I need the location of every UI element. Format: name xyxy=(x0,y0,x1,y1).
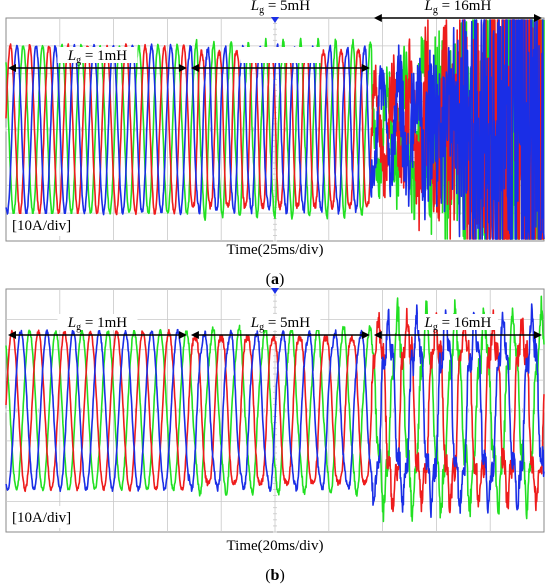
caption-a: (a) xyxy=(266,271,285,288)
segment-arrow-right-head xyxy=(178,331,187,339)
waveform-phase-b xyxy=(5,303,545,518)
segment-arrow-right-head xyxy=(178,64,187,72)
segment-arrow-left-head xyxy=(373,14,382,22)
plot-a-trigger-marker xyxy=(271,17,279,23)
scale-label-a: [10A/div] xyxy=(12,218,71,234)
waveform-phase-a xyxy=(5,307,545,514)
segment-arrow-right-head xyxy=(361,331,370,339)
segment-arrow-right-head xyxy=(534,331,542,339)
time-label-a: Time(25ms/div) xyxy=(227,242,324,258)
segment-label-background xyxy=(417,314,498,330)
scale-label-box-b xyxy=(8,506,80,528)
segment-label: Lg = 5mH xyxy=(250,0,310,16)
panel-a: Lg = 1mH Lg = 5mH Lg = 16mH [10A/div] Time… xyxy=(5,0,545,288)
segment-label: Lg = 16mH xyxy=(424,0,492,16)
scale-label-b: [10A/div] xyxy=(12,510,71,526)
trigger-marker xyxy=(271,17,279,23)
segment-label-background xyxy=(57,314,138,330)
segment-arrow-left-head xyxy=(190,331,199,339)
scale-label-box-a xyxy=(8,214,80,236)
segment-arrow-left-head xyxy=(8,64,16,72)
trigger-marker xyxy=(271,288,279,294)
segment-label: Lg = 5mH xyxy=(250,315,310,333)
plot-a-segment-arrows: Lg = 1mH Lg = 5mH Lg = 16mH xyxy=(8,0,542,72)
segment-arrow-left-head xyxy=(8,331,16,339)
segment-arrow-right-head xyxy=(534,14,542,22)
plot-b-trigger-marker xyxy=(271,288,279,294)
caption-b: (b) xyxy=(265,567,285,584)
segment-arrow-left-head xyxy=(373,331,382,339)
panel-b: Lg = 1mH Lg = 5mH Lg = 16mH [10A/div] Time… xyxy=(5,288,545,584)
time-label-b: Time(20ms/div) xyxy=(227,538,324,554)
segment-label: Lg = 16mH xyxy=(424,315,492,333)
plot-b-segment-arrows: Lg = 1mH Lg = 5mH Lg = 16mH xyxy=(8,314,542,339)
segment-arrow-left-head xyxy=(190,64,199,72)
segment-label-background xyxy=(417,0,498,13)
segment-label: Lg = 1mH xyxy=(67,315,127,333)
segment-label-background xyxy=(240,314,321,330)
segment-label-background xyxy=(240,47,321,63)
segment-label-background xyxy=(57,47,138,63)
segment-label: Lg = 1mH xyxy=(67,48,127,66)
segment-arrow-right-head xyxy=(361,64,370,72)
